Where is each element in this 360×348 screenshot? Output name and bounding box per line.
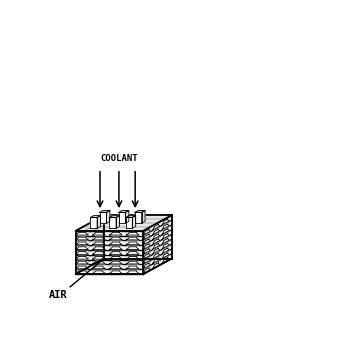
- Polygon shape: [126, 266, 139, 269]
- Polygon shape: [76, 237, 89, 240]
- Polygon shape: [162, 219, 169, 225]
- Polygon shape: [153, 239, 160, 244]
- Polygon shape: [76, 232, 89, 235]
- Polygon shape: [143, 258, 150, 264]
- Polygon shape: [93, 256, 105, 259]
- Polygon shape: [100, 212, 107, 223]
- Polygon shape: [107, 211, 110, 223]
- Polygon shape: [162, 253, 169, 259]
- Polygon shape: [109, 266, 122, 269]
- Polygon shape: [126, 256, 139, 259]
- Polygon shape: [162, 224, 169, 230]
- Polygon shape: [109, 271, 122, 274]
- Polygon shape: [76, 261, 89, 264]
- Polygon shape: [153, 258, 160, 263]
- Polygon shape: [109, 242, 122, 245]
- Polygon shape: [126, 242, 139, 245]
- Polygon shape: [109, 252, 122, 254]
- Polygon shape: [143, 248, 150, 254]
- Polygon shape: [126, 271, 139, 274]
- Polygon shape: [116, 216, 120, 228]
- Polygon shape: [143, 229, 150, 235]
- Polygon shape: [119, 212, 125, 223]
- Polygon shape: [153, 263, 160, 268]
- Polygon shape: [143, 263, 150, 269]
- Polygon shape: [153, 234, 160, 239]
- Polygon shape: [93, 242, 105, 245]
- Polygon shape: [162, 248, 169, 254]
- Polygon shape: [109, 237, 122, 240]
- Polygon shape: [93, 261, 105, 264]
- Polygon shape: [135, 212, 142, 223]
- Polygon shape: [126, 252, 139, 254]
- Polygon shape: [153, 248, 160, 254]
- Polygon shape: [162, 258, 169, 263]
- Text: AIR: AIR: [49, 290, 67, 300]
- Polygon shape: [93, 232, 105, 235]
- Polygon shape: [76, 252, 89, 254]
- Polygon shape: [109, 247, 122, 250]
- Polygon shape: [100, 211, 110, 212]
- Polygon shape: [76, 256, 89, 259]
- Polygon shape: [93, 271, 105, 274]
- Polygon shape: [142, 211, 145, 223]
- Polygon shape: [76, 271, 89, 274]
- Polygon shape: [125, 211, 129, 223]
- Polygon shape: [126, 261, 139, 264]
- Polygon shape: [93, 237, 105, 240]
- Polygon shape: [143, 253, 150, 259]
- Polygon shape: [93, 252, 105, 254]
- Polygon shape: [153, 243, 160, 249]
- Polygon shape: [126, 247, 139, 250]
- Polygon shape: [143, 268, 150, 274]
- Polygon shape: [76, 215, 172, 231]
- Polygon shape: [162, 238, 169, 244]
- Polygon shape: [143, 234, 150, 240]
- Polygon shape: [126, 216, 136, 218]
- Polygon shape: [76, 231, 143, 274]
- Polygon shape: [76, 247, 89, 250]
- Polygon shape: [162, 229, 169, 235]
- Polygon shape: [132, 216, 136, 228]
- Polygon shape: [126, 237, 139, 240]
- Polygon shape: [143, 215, 172, 274]
- Polygon shape: [90, 218, 97, 228]
- Polygon shape: [162, 243, 169, 249]
- Polygon shape: [109, 216, 120, 218]
- Text: COOLANT: COOLANT: [100, 154, 138, 163]
- Polygon shape: [162, 234, 169, 239]
- Polygon shape: [93, 266, 105, 269]
- Polygon shape: [109, 261, 122, 264]
- Polygon shape: [76, 242, 89, 245]
- Polygon shape: [153, 253, 160, 259]
- Polygon shape: [143, 244, 150, 250]
- Polygon shape: [93, 247, 105, 250]
- Polygon shape: [90, 216, 100, 218]
- Polygon shape: [126, 232, 139, 235]
- Polygon shape: [153, 224, 160, 230]
- Polygon shape: [76, 266, 89, 269]
- Polygon shape: [119, 211, 129, 212]
- Polygon shape: [109, 232, 122, 235]
- Polygon shape: [109, 218, 116, 228]
- Polygon shape: [135, 211, 145, 212]
- Polygon shape: [143, 239, 150, 245]
- Polygon shape: [109, 256, 122, 259]
- Polygon shape: [153, 229, 160, 235]
- Polygon shape: [97, 216, 100, 228]
- Polygon shape: [126, 218, 132, 228]
